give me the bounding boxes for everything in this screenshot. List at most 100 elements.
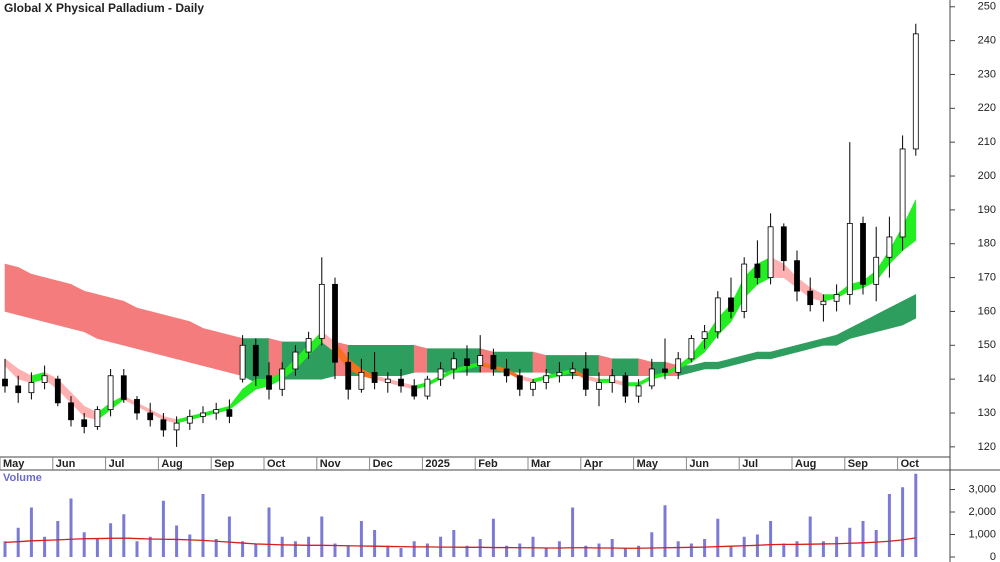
candle-body (2, 378, 8, 387)
candle-body (134, 399, 140, 414)
volume-bar (320, 516, 324, 557)
volume-bar (254, 543, 258, 557)
long-band (374, 344, 389, 377)
y-tick-label: 130 (978, 407, 996, 419)
volume-bar (333, 543, 337, 557)
long-band (176, 317, 191, 363)
volume-bar (161, 500, 165, 557)
long-band (163, 314, 177, 360)
candle-body (318, 283, 325, 339)
long-band (519, 351, 534, 373)
candle-body (120, 375, 127, 400)
volume-bar (518, 543, 522, 557)
x-tick-label: Aug (161, 458, 182, 470)
volume-bar (95, 539, 99, 557)
volume-bar (227, 516, 231, 557)
y2-tick-label: 1,000 (968, 528, 996, 540)
candle-body (358, 371, 365, 390)
candle-body (609, 375, 616, 383)
candle-body (490, 355, 497, 370)
candle-body (371, 371, 378, 383)
candle-body (754, 263, 761, 278)
y2-tick-label: 3,000 (968, 483, 996, 495)
y2-tick-label: 2,000 (968, 506, 996, 518)
candle-body (186, 415, 193, 424)
candle-body (675, 358, 682, 373)
y-tick-label: 160 (978, 305, 996, 317)
volume-bar (214, 539, 218, 557)
volume-bar (29, 507, 33, 557)
candle-body (213, 409, 220, 414)
x-tick-label: May (3, 458, 25, 470)
x-tick-label: Jun (689, 458, 709, 470)
volume-bar (848, 527, 852, 557)
volume-bar (280, 536, 284, 557)
volume-ma-line (4, 537, 916, 549)
long-band (400, 344, 415, 377)
candle-body (635, 385, 642, 397)
candle-body (714, 297, 721, 333)
candle-body (622, 375, 629, 397)
volume-label: Volume (3, 472, 42, 484)
volume-bar (835, 536, 839, 557)
long-band (83, 290, 98, 340)
volume-bar (307, 536, 311, 557)
x-tick-label: May (637, 458, 659, 470)
volume-bar (386, 545, 390, 557)
title-bg (0, 0, 175, 17)
long-band (97, 294, 111, 343)
volume-bar (188, 534, 192, 557)
candle-body (860, 223, 866, 285)
volume-bar (43, 536, 47, 557)
volume-bar (623, 548, 627, 557)
long-band (136, 307, 151, 353)
candle-body (886, 236, 893, 258)
y2-tick-label: 0 (990, 551, 996, 562)
volume-bar (82, 532, 86, 557)
volume-bar (399, 548, 403, 557)
candle-body (94, 409, 101, 427)
x-tick-label: Oct (901, 458, 920, 470)
x-tick-label: 2025 (425, 458, 449, 470)
long-band (902, 294, 917, 326)
long-band (4, 263, 19, 316)
candle-body (292, 351, 299, 370)
x-tick-label: Apr (584, 458, 604, 470)
candle-body (820, 300, 827, 306)
candle-body (345, 361, 352, 390)
y-tick-label: 210 (978, 136, 996, 148)
y-tick-label: 240 (978, 35, 996, 47)
candle-body (332, 283, 338, 363)
volume-bar (412, 541, 416, 557)
volume-bar (491, 518, 495, 557)
volume-bar (650, 532, 654, 557)
long-band (598, 355, 613, 377)
x-tick-label: Jun (56, 458, 76, 470)
x-tick-label: Sep (848, 458, 868, 470)
long-band (57, 280, 72, 329)
candle-body (41, 375, 48, 383)
volume-bar (109, 523, 113, 557)
candle-body (398, 378, 404, 387)
volume-bar (571, 507, 575, 557)
candle-body (701, 331, 708, 339)
candle-body (252, 344, 259, 377)
volume-bar (373, 530, 377, 557)
candle-body (200, 412, 206, 417)
volume-bar (505, 545, 509, 557)
long-band (625, 358, 639, 377)
candle-body (305, 338, 312, 353)
volume-bar (861, 521, 865, 557)
volume-bar (425, 543, 429, 557)
candle-body (464, 358, 470, 366)
candle-body (556, 371, 563, 377)
long-band (704, 361, 719, 370)
long-band (189, 321, 204, 366)
candle-body (912, 33, 919, 150)
volume-bar (56, 521, 60, 557)
candle-body (226, 409, 233, 417)
long-band (110, 297, 125, 346)
candle-body (450, 358, 457, 370)
volume-bar (887, 494, 891, 557)
